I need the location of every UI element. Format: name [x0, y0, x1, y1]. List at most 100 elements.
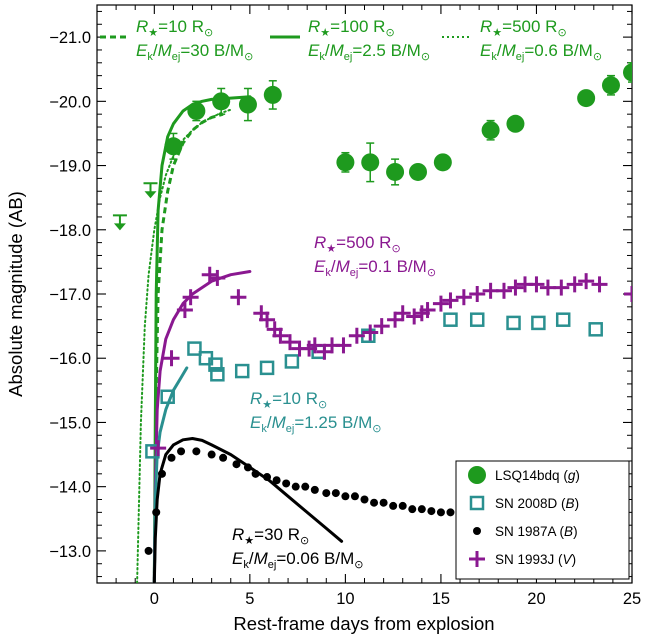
lsq14bdq-point — [506, 114, 525, 133]
legend-marker-sn1987a — [473, 527, 481, 535]
sn-1987a-point — [389, 501, 398, 510]
y-tick-label: −21.0 — [49, 29, 91, 47]
sn-1987a-point — [219, 453, 228, 462]
sn-1993j-point — [455, 289, 472, 306]
sn-1987a-point — [263, 473, 272, 482]
y-tick-label: −14.0 — [49, 479, 91, 497]
y-tick-label: −18.0 — [49, 222, 91, 240]
sn-2008d-point — [160, 389, 175, 405]
annotation-black-energy: Ek/Mej=0.06 B/M⊙ — [232, 549, 364, 571]
sn-1987a-point — [341, 492, 350, 501]
sn-1987a-point — [177, 447, 186, 456]
sn-1987a-point — [282, 479, 291, 488]
sn-1993j-point — [591, 276, 608, 293]
model-curve — [136, 108, 232, 583]
sn-2008d-point — [469, 312, 485, 327]
sn-1987a-point — [152, 508, 161, 517]
sn-1993j-point — [163, 350, 180, 367]
sn-2008d-point — [284, 354, 300, 369]
annotation-top1-energy: Ek/Mej=30 B/M⊙ — [136, 41, 253, 63]
sn-1993j-point — [201, 266, 218, 283]
sn-1987a-point — [243, 463, 252, 472]
sn-1987a-point — [157, 469, 166, 478]
sn-1987a-point — [232, 460, 241, 469]
lsq14bdq-point — [623, 63, 632, 82]
legend-label-sn1987a: SN 1987A (B) — [495, 524, 578, 539]
sn-1987a-point — [291, 482, 300, 491]
sn-2008d-point — [443, 312, 458, 327]
sn-1993j-point — [306, 337, 323, 354]
y-axis-label: Absolute magnitude (AB) — [5, 191, 26, 397]
sn-1987a-point — [167, 453, 176, 462]
annotation-top1-radius: R★=10 R⊙ — [136, 17, 213, 39]
x-tick-label: 5 — [245, 590, 254, 608]
sn-1993j-point — [507, 279, 524, 296]
y-tick-label: −20.0 — [49, 93, 91, 111]
sn-1993j-point — [406, 308, 423, 325]
sn-2008d-point — [531, 315, 546, 331]
annotation-top3-radius: R★=500 R⊙ — [480, 17, 567, 39]
y-tick-label: −17.0 — [49, 286, 91, 304]
sn-1993j-point — [578, 273, 595, 290]
y-tick-label: −19.0 — [49, 158, 91, 176]
sn-1987a-point — [322, 489, 331, 498]
sn-1993j-point — [528, 276, 545, 293]
legend-label-sn2008d: SN 2008D (B) — [495, 496, 579, 511]
sn-1993j-point — [624, 286, 632, 302]
lsq14bdq-point — [361, 153, 380, 172]
lsq14bdq-point — [238, 95, 257, 114]
x-tick-labels: 0 5 10 15 20 25 — [150, 590, 641, 608]
lsq14bdq-point — [601, 76, 620, 95]
sn-1993j-point — [348, 327, 365, 344]
lsq14bdq-point — [386, 162, 405, 181]
annotation-teal-energy: Ek/Mej=1.25 B/M⊙ — [250, 413, 382, 435]
sn-1993j-point — [432, 295, 449, 312]
sn-2008d-point — [506, 315, 521, 331]
model-curve — [152, 95, 252, 583]
annotation-teal-radius: R★=10 R⊙ — [250, 389, 327, 411]
lsq14bdq-upper-limit-arrow — [113, 223, 126, 231]
sn-1987a-point — [350, 492, 359, 501]
x-tick-label: 0 — [150, 590, 159, 608]
sn-2008d-point — [234, 363, 250, 379]
sn-1987a-point — [370, 498, 379, 507]
sn-1993j-point — [495, 282, 512, 299]
x-tick-label: 15 — [432, 590, 450, 608]
sn-1993j-point — [373, 318, 390, 335]
x-tick-label: 25 — [623, 590, 641, 608]
sn-1993j-point — [362, 324, 379, 341]
data-points — [112, 62, 632, 555]
sn-1993j-point — [539, 279, 556, 296]
lsq14bdq-point — [187, 101, 206, 120]
sn-1993j-point — [419, 302, 436, 319]
sn-1993j-point — [259, 311, 276, 328]
sn-1987a-point — [192, 447, 201, 456]
sn-1993j-point — [335, 337, 352, 354]
sn-1993j-point — [482, 282, 499, 299]
sn-1993j-point — [566, 276, 583, 293]
legend-marker-sn1993j — [469, 551, 485, 567]
sn-1987a-point — [408, 505, 417, 514]
y-tick-label: −15.0 — [49, 414, 91, 432]
model-curve — [152, 437, 344, 583]
sn-1987a-point — [417, 505, 426, 514]
axis-ticks — [97, 5, 633, 583]
sn-1987a-point — [251, 469, 260, 478]
legend: LSQ14bdq (g) SN 2008D (B) SN 1987A (B) S… — [455, 460, 630, 580]
x-axis-label: Rest-frame days from explosion — [233, 613, 494, 634]
model-annotations: R★=10 R⊙ Ek/Mej=30 B/M⊙ R★=100 R⊙ Ek/Mej… — [136, 17, 602, 571]
sn-1993j-point — [176, 302, 193, 319]
annotation-purple-radius: R★=500 R⊙ — [314, 233, 401, 255]
lsq14bdq-point — [164, 137, 183, 156]
sn-1993j-point — [272, 327, 289, 344]
y-tick-label: −13.0 — [49, 543, 91, 561]
sn-2008d-point — [210, 367, 225, 382]
sn-1987a-point — [446, 508, 455, 517]
annotation-black-radius: R★=30 R⊙ — [232, 525, 309, 547]
sn-1993j-point — [150, 440, 167, 457]
sn-1993j-point — [553, 279, 570, 296]
sn-1987a-point — [272, 476, 281, 485]
annotation-purple-energy: Ek/Mej=0.1 B/M⊙ — [314, 257, 436, 279]
legend-marker-sn2008d — [469, 495, 485, 511]
lsq14bdq-upper-limit-arrow — [144, 191, 157, 199]
